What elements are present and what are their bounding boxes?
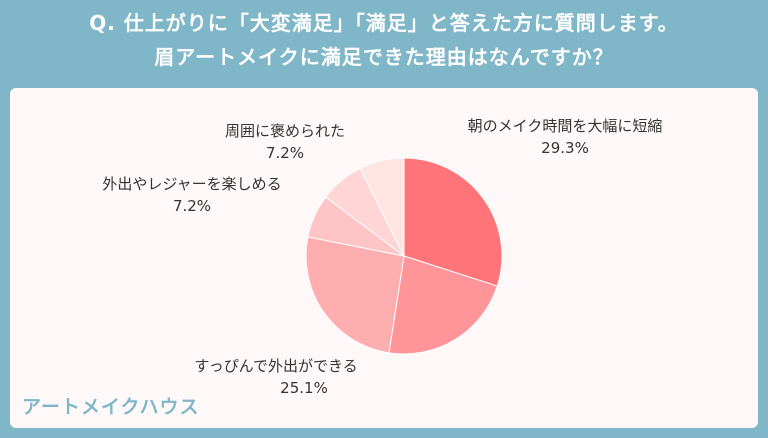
slice-label-no-makeup: すっぴんで外出ができる 25.1% xyxy=(166,355,386,399)
pie-slice-1 xyxy=(388,255,498,355)
slice-4-name: 外出やレジャーを楽しめる xyxy=(102,175,282,193)
pie-chart xyxy=(305,157,503,355)
brand-logo-text: アートメイクハウス xyxy=(22,396,200,418)
pie-slice-0 xyxy=(403,157,503,287)
pie-slice-2 xyxy=(305,236,405,354)
pie-slice-5 xyxy=(359,157,405,257)
slice-2-value: 25.1% xyxy=(280,379,328,397)
slice-5-name: 周囲に褒められた xyxy=(224,122,345,140)
slice-label-leisure: 外出やレジャーを楽しめる 7.2% xyxy=(72,173,312,217)
question-line-2: 眉アートメイクに満足できた理由はなんですか？ xyxy=(154,45,614,69)
slice-label-morning-makeup: 朝のメイク時間を大幅に短縮 29.3% xyxy=(430,115,700,159)
slice-label-compliments: 周囲に褒められた 7.2% xyxy=(190,120,380,164)
slice-2-name: すっぴんで外出ができる xyxy=(194,357,358,375)
slice-0-value: 29.3% xyxy=(541,139,589,157)
chart-panel: 朝のメイク時間を大幅に短縮 29.3% すっぴんで外出ができる 25.1% 外出… xyxy=(10,88,758,428)
slice-4-value: 7.2% xyxy=(172,197,212,215)
question-line-1: Q. 仕上がりに「大変満足」「満足」と答えた方に質問します。 xyxy=(89,11,679,35)
slice-5-value: 7.2% xyxy=(265,144,305,162)
slice-0-name: 朝のメイク時間を大幅に短縮 xyxy=(467,117,663,135)
question-header: Q. 仕上がりに「大変満足」「満足」と答えた方に質問します。 眉アートメイクに満… xyxy=(0,0,768,88)
